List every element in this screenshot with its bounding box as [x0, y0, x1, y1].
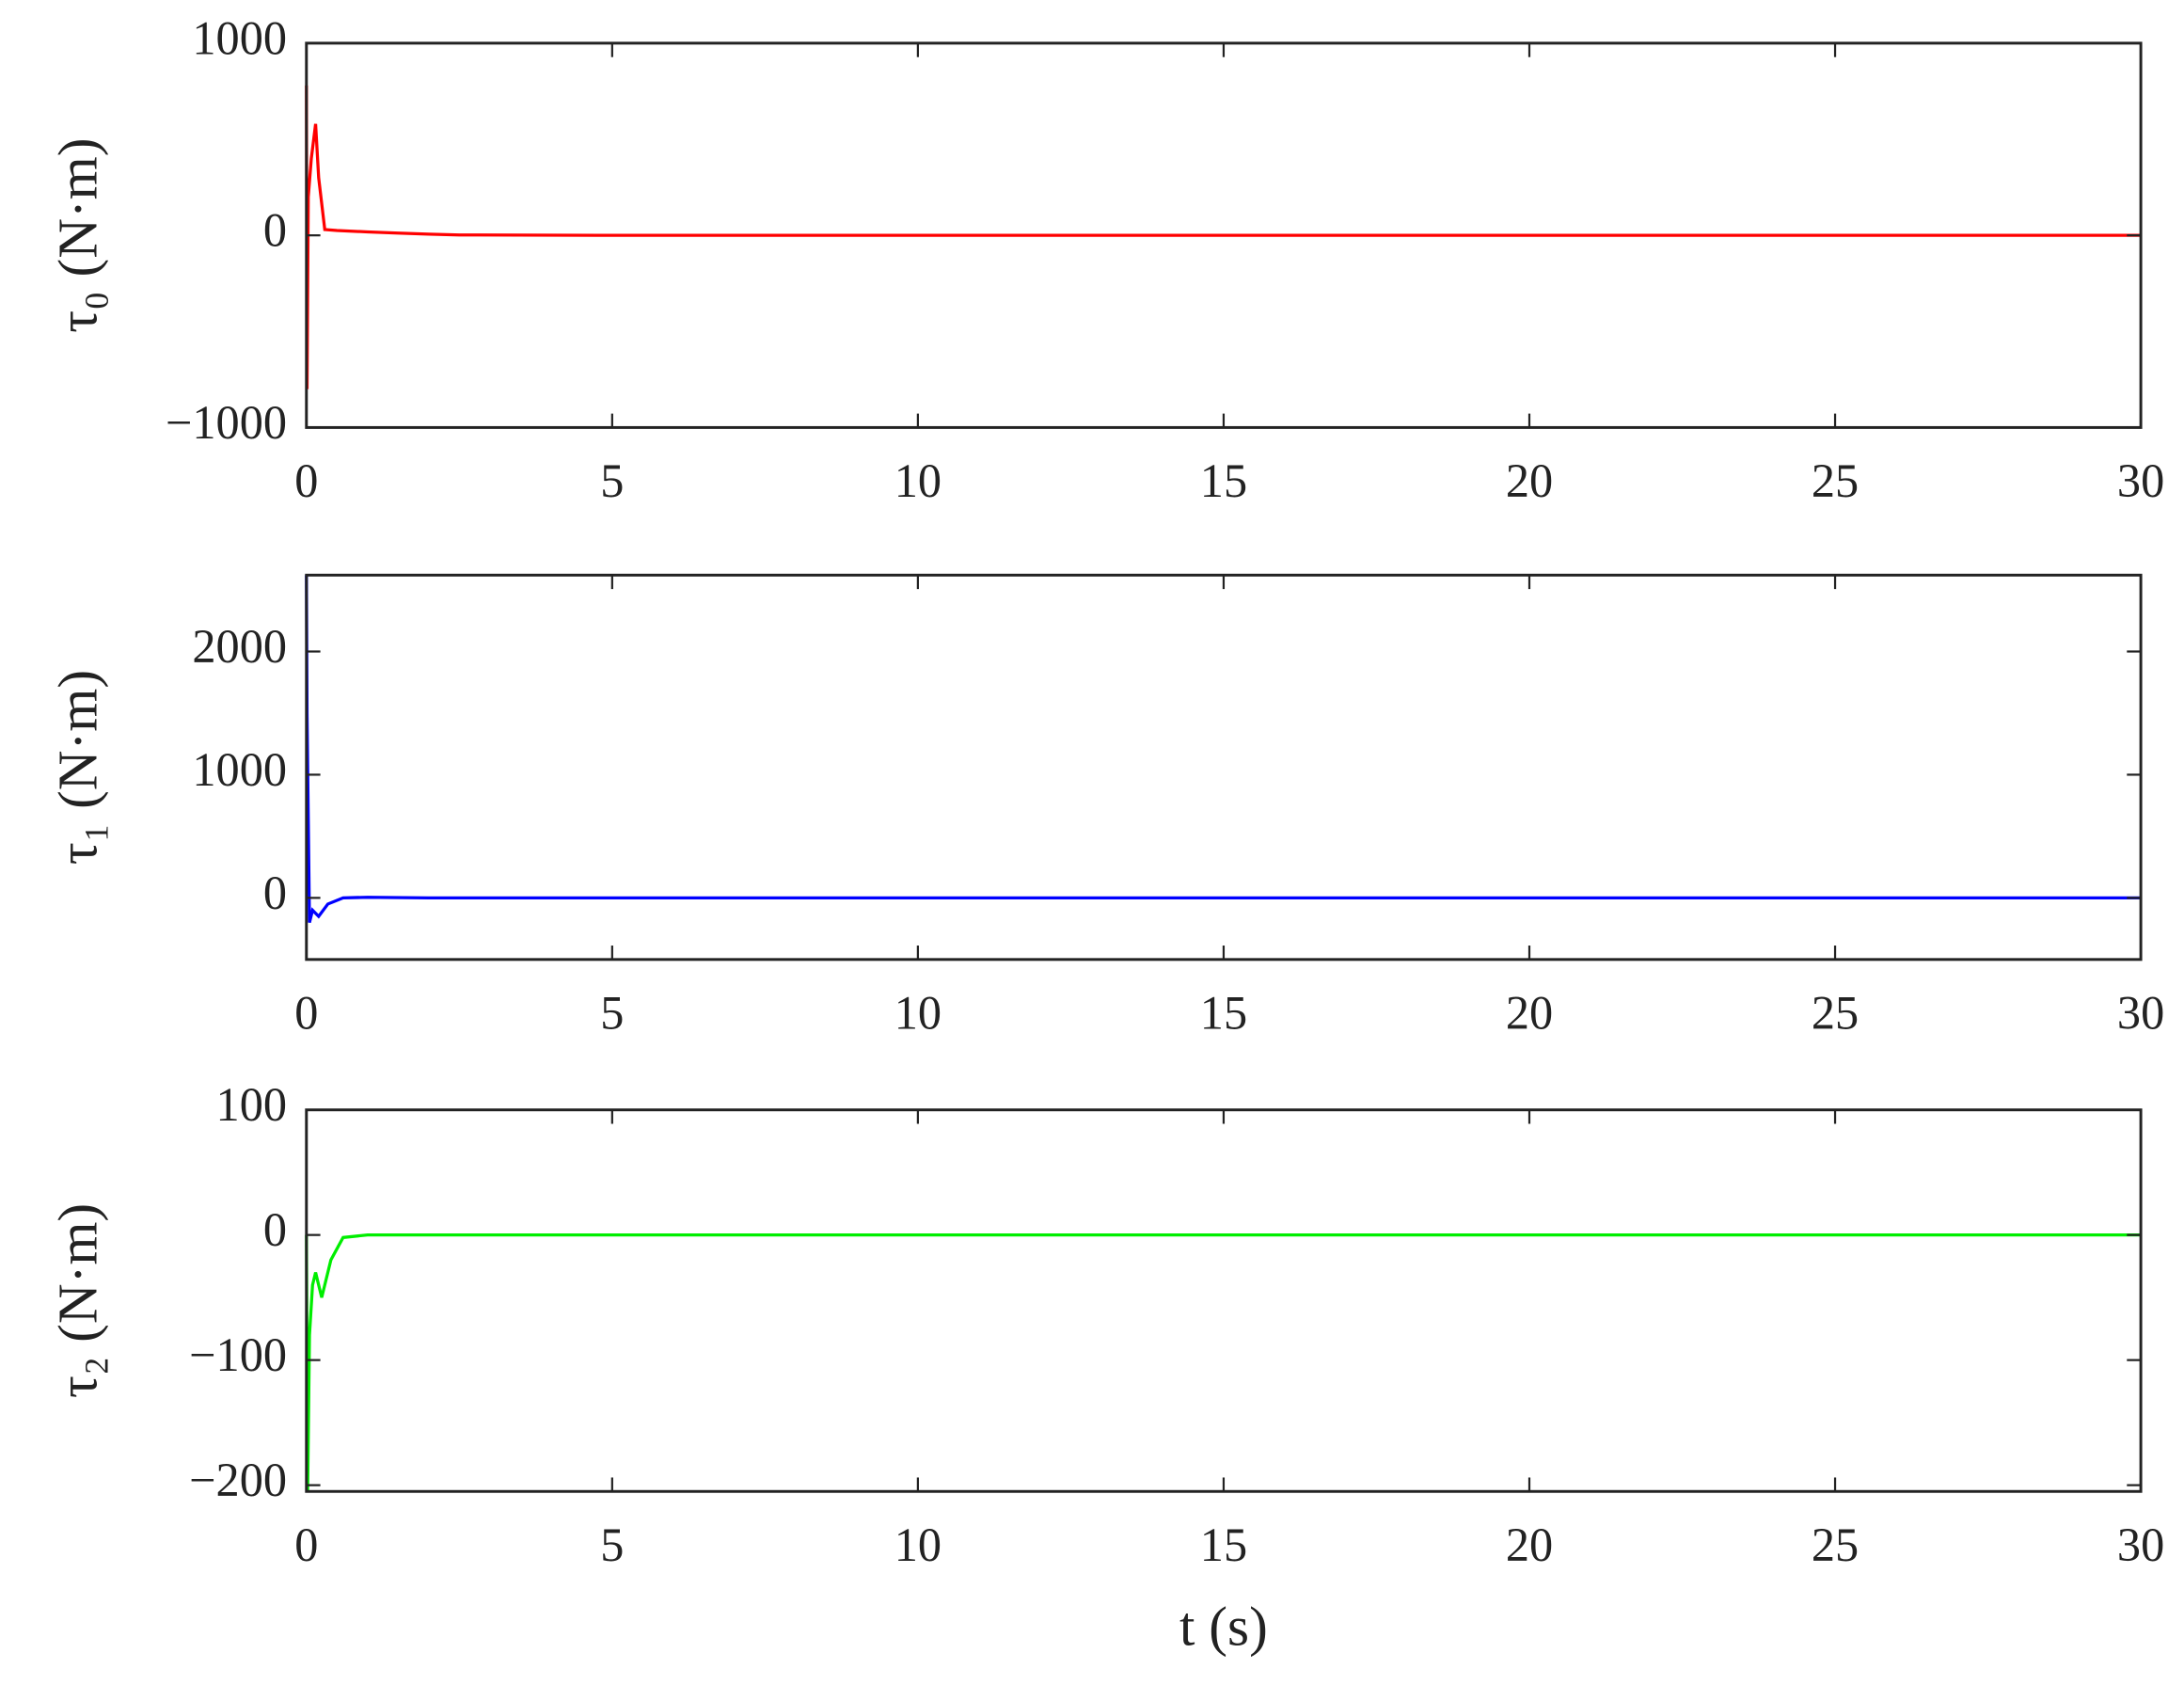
x-tick-label: 10: [894, 987, 942, 1040]
x-tick-label: 25: [1812, 1518, 1859, 1571]
y-tick-label: −200: [189, 1454, 287, 1506]
x-tick-label: 30: [2117, 1518, 2164, 1571]
x-tick-label: 0: [294, 987, 318, 1040]
x-tick-label: 25: [1812, 987, 1859, 1040]
x-tick-label: 5: [600, 987, 624, 1040]
y-tick-label: 0: [263, 1203, 287, 1256]
x-tick-label: 5: [600, 1518, 624, 1571]
y-tick-label: 0: [263, 204, 287, 257]
data-line: [305, 85, 2142, 389]
x-tick-label: 30: [2117, 987, 2164, 1040]
y-tick-label: 2000: [192, 620, 287, 673]
x-tick-label: 5: [600, 454, 624, 507]
y-tick-label: 100: [216, 1078, 288, 1131]
data-line: [305, 575, 2142, 923]
x-tick-label: 15: [1200, 987, 1247, 1040]
plot-frame: [305, 1108, 2143, 1493]
x-tick-label: 15: [1200, 1518, 1247, 1571]
x-tick-label: 20: [1506, 987, 1553, 1040]
data-line: [305, 1233, 2142, 1492]
x-tick-label: 20: [1506, 1518, 1553, 1571]
x-tick-label: 0: [294, 1518, 318, 1571]
x-tick-label: 10: [894, 1518, 942, 1571]
x-tick-label: 20: [1506, 454, 1553, 507]
y-axis-label: τ₁ (N·m): [46, 670, 108, 865]
y-tick-label: 0: [263, 866, 287, 919]
y-tick-label: 1000: [192, 11, 287, 64]
y-axis-label: τ₂ (N·m): [46, 1203, 108, 1398]
x-tick-label: 10: [894, 454, 942, 507]
x-axis-label: t (s): [1179, 1595, 1268, 1657]
y-tick-label: 1000: [192, 743, 287, 796]
x-tick-label: 15: [1200, 454, 1247, 507]
y-tick-label: −100: [189, 1328, 287, 1381]
y-tick-label: −1000: [166, 396, 287, 449]
x-tick-label: 25: [1812, 454, 1859, 507]
x-tick-label: 0: [294, 454, 318, 507]
y-axis-label: τ₀ (N·m): [46, 138, 108, 333]
plot-frame: [305, 573, 2143, 962]
x-tick-label: 30: [2117, 454, 2164, 507]
